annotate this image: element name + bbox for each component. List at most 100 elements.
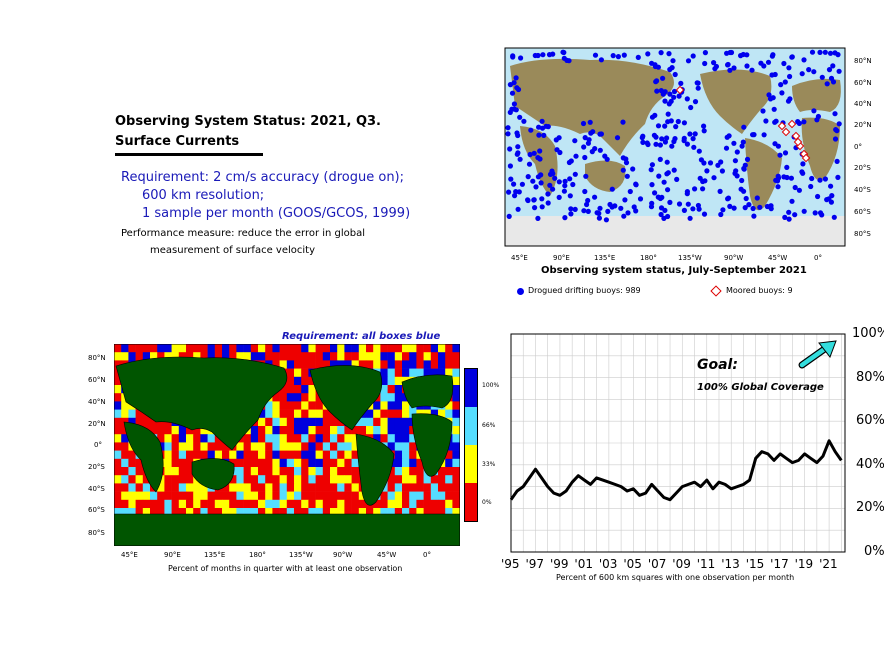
coverage-cell bbox=[394, 458, 403, 468]
coverage-cell bbox=[337, 442, 345, 451]
coverage-cell bbox=[178, 352, 187, 361]
drifter-buoy-marker bbox=[801, 57, 807, 63]
coverage-cell bbox=[366, 409, 374, 419]
coverage-cell bbox=[337, 458, 345, 468]
coverage-cell bbox=[135, 499, 144, 509]
drifter-buoy-marker bbox=[770, 95, 776, 101]
coverage-cell bbox=[322, 499, 331, 509]
coverage-cell bbox=[229, 499, 237, 509]
drifter-buoy-marker bbox=[691, 144, 697, 150]
drifter-buoy-marker bbox=[557, 149, 563, 156]
coverage-cell bbox=[207, 344, 216, 353]
drifter-buoy-marker bbox=[777, 152, 783, 158]
coverage-cell bbox=[430, 483, 439, 492]
coverage-cell bbox=[142, 483, 151, 492]
chart-x-tick: '19 bbox=[794, 557, 814, 571]
coverage-cell bbox=[294, 401, 302, 410]
coverage-cell bbox=[351, 426, 360, 435]
drifter-buoy-marker bbox=[750, 205, 756, 212]
drifter-buoy-marker bbox=[505, 131, 511, 137]
coverage-cell bbox=[315, 467, 324, 476]
coverage-cell bbox=[366, 508, 374, 517]
coverage-cell bbox=[445, 344, 453, 353]
coverage-cell bbox=[315, 475, 324, 484]
coverage-cell bbox=[142, 475, 151, 484]
drifter-buoy-marker bbox=[592, 52, 599, 58]
coverage-cell bbox=[322, 409, 331, 419]
coverage-cell bbox=[157, 417, 165, 427]
drifter-buoy-marker bbox=[701, 211, 708, 217]
coverage-cell bbox=[445, 508, 453, 517]
coverage-cell bbox=[135, 508, 144, 517]
coverage-cell bbox=[286, 450, 295, 460]
drifter-buoy-marker bbox=[828, 75, 835, 81]
coverage-cell bbox=[330, 499, 338, 509]
status-lat-tick: 80°N bbox=[854, 57, 872, 65]
coverage-cell bbox=[286, 426, 295, 435]
coverage-lat-tick: 60°S bbox=[88, 506, 105, 514]
drifter-buoy-marker bbox=[539, 196, 545, 202]
coverage-cell bbox=[438, 409, 446, 419]
coverage-cell bbox=[380, 360, 388, 369]
coverage-cell bbox=[430, 499, 439, 509]
chart-y-tick: 20% bbox=[856, 500, 884, 516]
coverage-cell bbox=[322, 458, 331, 468]
coverage-cell bbox=[366, 426, 374, 435]
status-lat-tick: 0° bbox=[854, 143, 862, 151]
coverage-cell bbox=[114, 344, 122, 353]
coverage-cell bbox=[128, 475, 136, 484]
drifter-buoy-marker bbox=[731, 140, 737, 146]
coverage-cell bbox=[380, 491, 388, 501]
coverage-cell bbox=[265, 409, 273, 419]
moored-buoy-marker bbox=[787, 119, 797, 129]
drifter-buoy-marker bbox=[604, 156, 610, 162]
status-lon-tick: 45°W bbox=[768, 254, 788, 262]
coverage-cell bbox=[402, 467, 410, 476]
drifter-buoy-marker bbox=[681, 120, 687, 126]
drifter-buoy-marker bbox=[822, 176, 828, 182]
coverage-cell bbox=[178, 450, 187, 460]
chart-x-tick: '21 bbox=[819, 557, 838, 571]
coverage-cell bbox=[315, 401, 324, 410]
drifter-buoy-marker bbox=[648, 204, 655, 210]
drifter-buoy-marker bbox=[671, 88, 678, 95]
coverage-cell bbox=[171, 442, 180, 451]
coverage-cell bbox=[150, 426, 158, 435]
drifter-buoy-marker bbox=[510, 54, 516, 60]
coverage-cell bbox=[409, 483, 417, 492]
coverage-requirement-label: Requirement: all boxes blue bbox=[282, 331, 441, 342]
coverage-cell bbox=[322, 434, 331, 443]
drifter-buoy-marker bbox=[538, 180, 544, 186]
drifter-buoy-marker bbox=[834, 128, 840, 134]
coverage-cell bbox=[214, 508, 223, 517]
coverage-cell bbox=[135, 409, 144, 419]
coverage-cell bbox=[178, 475, 187, 484]
drifter-buoy-marker bbox=[669, 143, 675, 149]
coverage-cell bbox=[157, 508, 165, 517]
drifter-buoy-marker bbox=[827, 50, 834, 56]
drifter-buoy-marker bbox=[822, 49, 828, 55]
coverage-cell bbox=[272, 434, 280, 443]
coverage-cell bbox=[171, 508, 180, 517]
drifter-buoy-marker bbox=[660, 75, 666, 81]
coverage-cell bbox=[150, 491, 158, 501]
drifter-buoy-marker bbox=[817, 177, 823, 183]
coverage-cell bbox=[380, 393, 388, 402]
drifter-buoy-marker bbox=[832, 136, 839, 142]
coverage-cell bbox=[315, 458, 324, 468]
coverage-cell bbox=[344, 442, 352, 451]
coverage-cell bbox=[409, 360, 417, 369]
drifter-buoy-marker bbox=[506, 189, 512, 195]
drifter-buoy-marker bbox=[568, 211, 574, 217]
drifter-buoy-marker bbox=[696, 206, 702, 212]
coverage-cell bbox=[438, 499, 446, 509]
drifter-buoy-marker bbox=[506, 213, 512, 219]
drifter-buoy-marker bbox=[580, 120, 587, 127]
coverage-cell bbox=[294, 376, 302, 386]
coverage-cell bbox=[193, 442, 201, 451]
coverage-cell bbox=[114, 401, 122, 410]
coverage-colorbar bbox=[464, 368, 478, 522]
coverage-cell bbox=[243, 499, 252, 509]
coverage-cell bbox=[315, 450, 324, 460]
coverage-cell bbox=[423, 499, 432, 509]
